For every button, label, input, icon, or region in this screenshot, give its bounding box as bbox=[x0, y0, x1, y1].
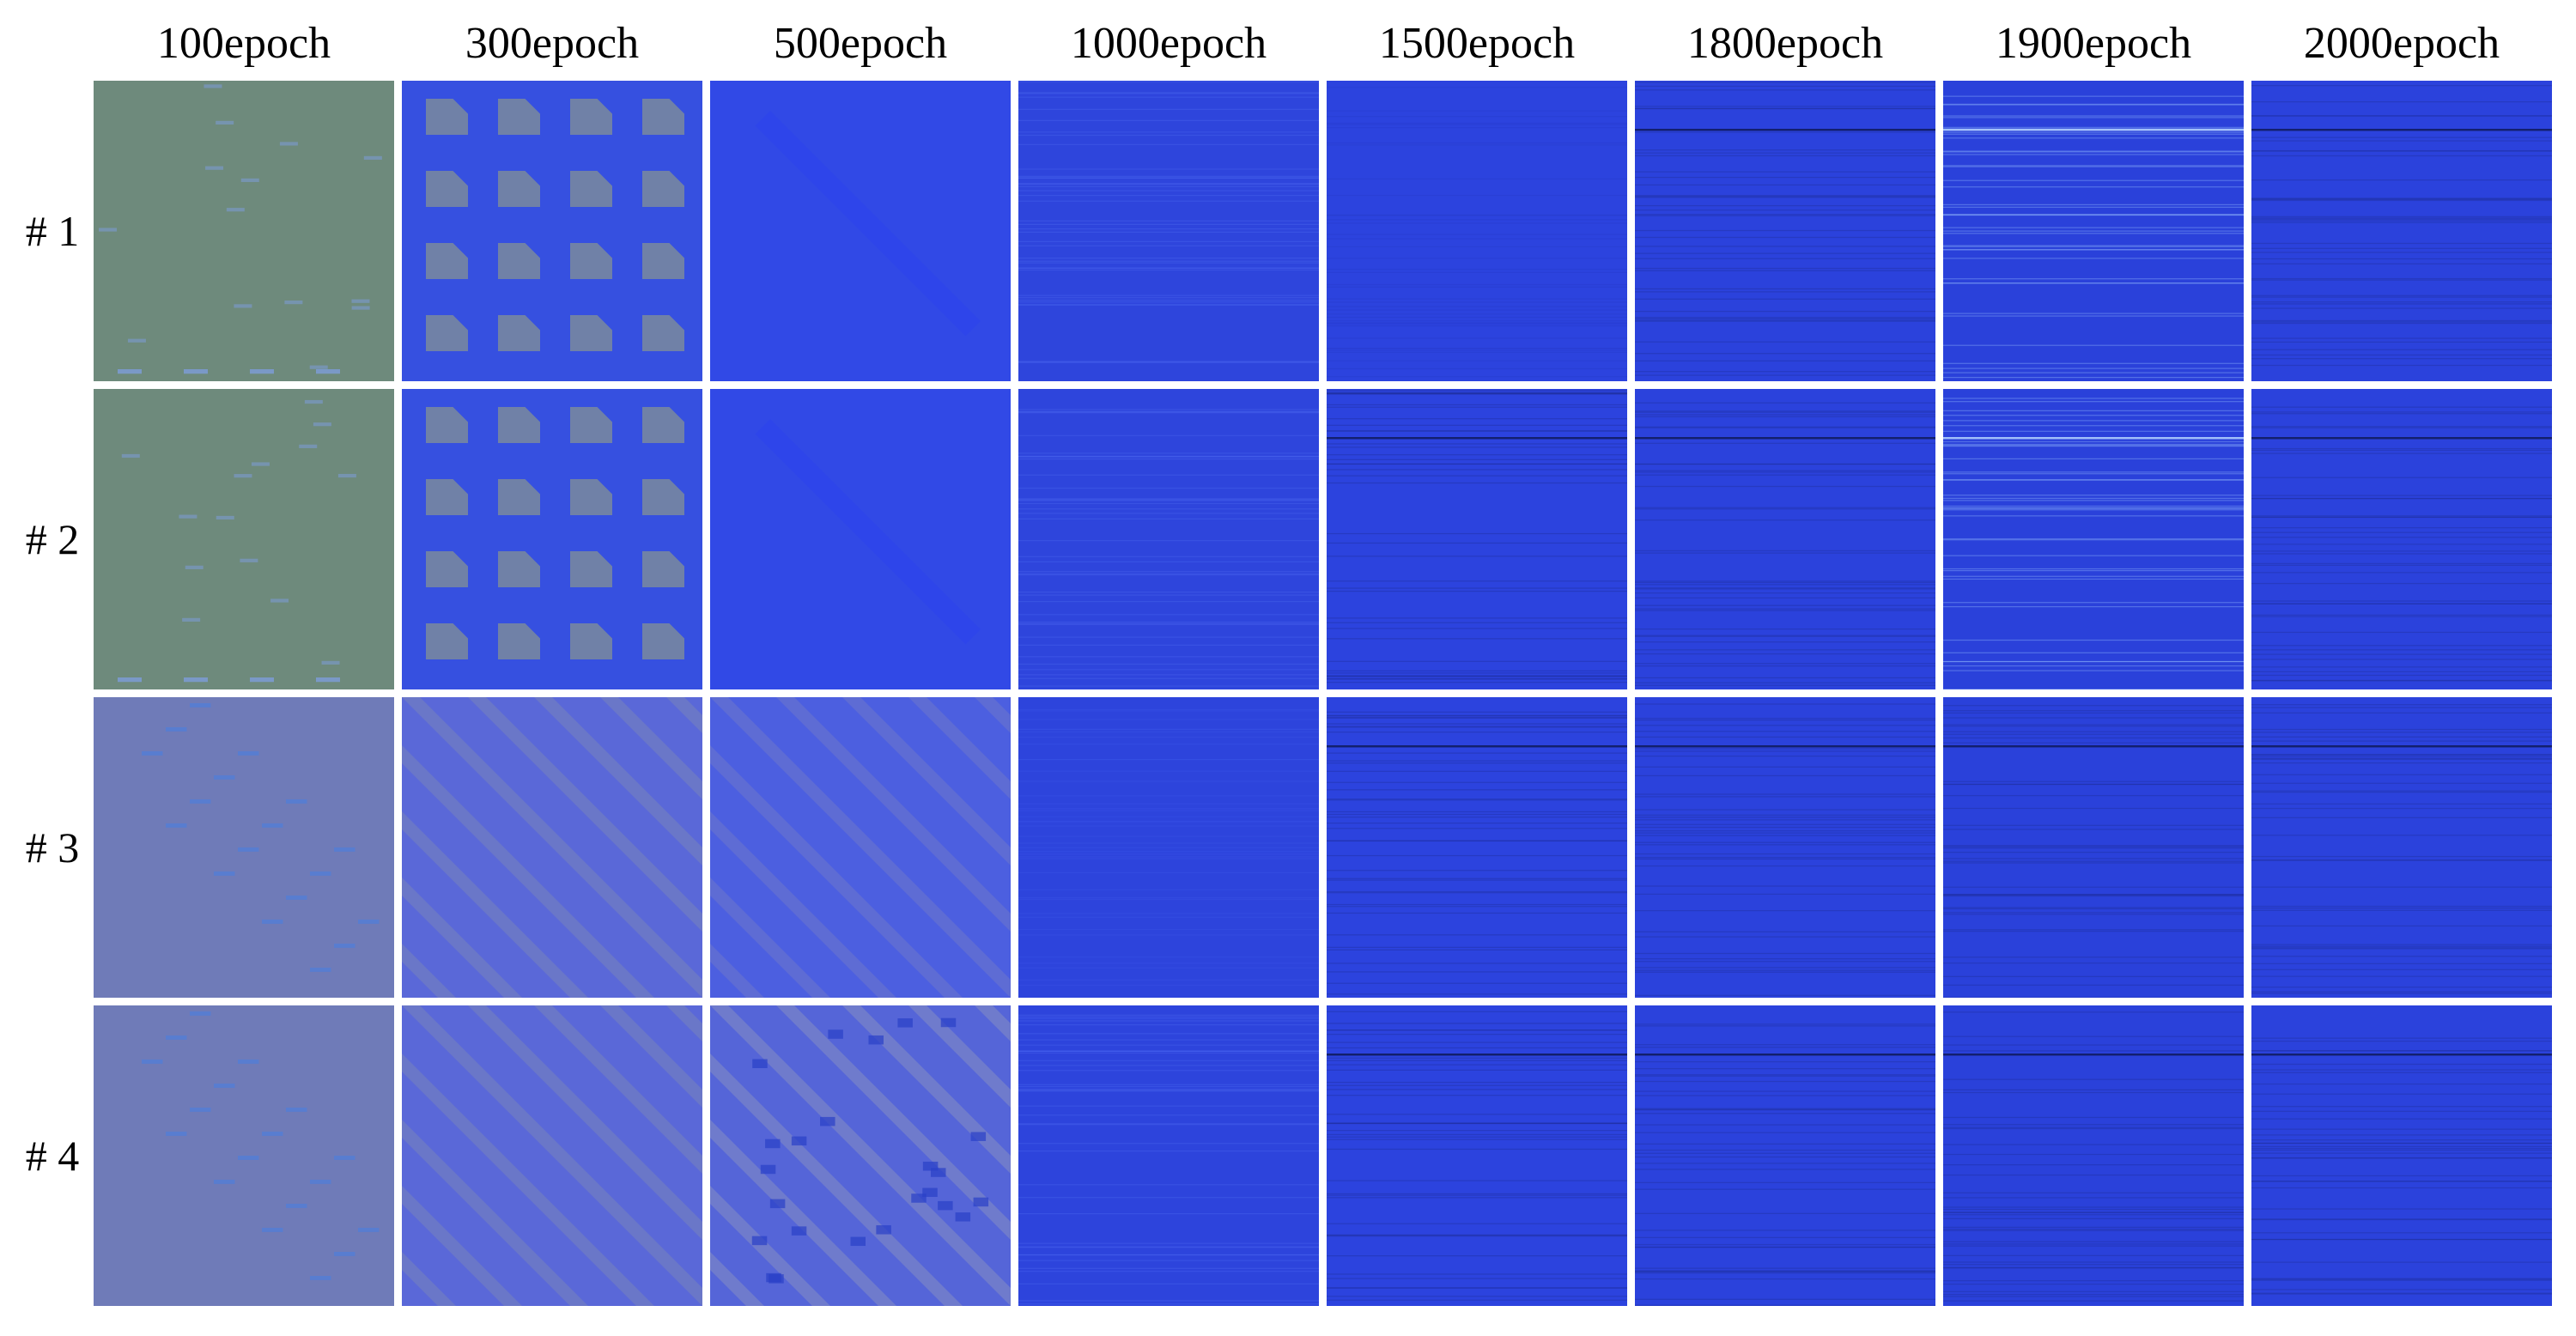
column-header: 1800epoch bbox=[1686, 18, 1884, 68]
feature-map-tile bbox=[1943, 389, 2244, 689]
feature-map-tile bbox=[402, 1005, 702, 1306]
feature-map-image bbox=[1327, 389, 1627, 689]
feature-map-tile bbox=[1018, 81, 1319, 381]
feature-map-image bbox=[2251, 697, 2552, 998]
feature-map-tile bbox=[1327, 697, 1627, 998]
feature-map-tile bbox=[1635, 389, 1935, 689]
feature-map-image bbox=[402, 81, 702, 381]
feature-map-image bbox=[402, 1005, 702, 1306]
feature-map-image bbox=[94, 1005, 394, 1306]
feature-map-image bbox=[1943, 389, 2244, 689]
feature-map-tile bbox=[94, 697, 394, 998]
feature-map-tile bbox=[2251, 81, 2552, 381]
feature-map-image bbox=[710, 389, 1011, 689]
feature-map-image bbox=[1327, 697, 1627, 998]
feature-map-tile bbox=[1327, 389, 1627, 689]
column-header: 1900epoch bbox=[1995, 18, 2192, 68]
feature-map-tile bbox=[94, 1005, 394, 1306]
feature-map-tile bbox=[1635, 1005, 1935, 1306]
feature-map-tile bbox=[1327, 1005, 1627, 1306]
feature-map-image bbox=[94, 389, 394, 689]
feature-map-tile bbox=[94, 81, 394, 381]
feature-map-image bbox=[1018, 1005, 1319, 1306]
feature-map-tile bbox=[2251, 697, 2552, 998]
column-header: 500epoch bbox=[773, 18, 948, 68]
feature-map-tile bbox=[2251, 389, 2552, 689]
feature-map-tile bbox=[1943, 697, 2244, 998]
feature-map-image bbox=[1327, 1005, 1627, 1306]
feature-map-image bbox=[1018, 81, 1319, 381]
column-header: 100epoch bbox=[156, 18, 331, 68]
feature-map-image bbox=[710, 1005, 1011, 1306]
feature-map-image bbox=[1635, 1005, 1935, 1306]
row-label: # 3 bbox=[25, 823, 80, 871]
feature-map-image bbox=[1943, 697, 2244, 998]
feature-map-image bbox=[402, 389, 702, 689]
feature-map-tile bbox=[1018, 389, 1319, 689]
feature-map-image bbox=[710, 81, 1011, 381]
feature-map-tile bbox=[1327, 81, 1627, 381]
feature-map-image bbox=[1018, 389, 1319, 689]
column-header: 1500epoch bbox=[1378, 18, 1576, 68]
feature-map-tile bbox=[1018, 697, 1319, 998]
feature-map-tile bbox=[710, 1005, 1011, 1306]
feature-map-image bbox=[1018, 697, 1319, 998]
row-label: # 2 bbox=[25, 515, 80, 563]
feature-map-tile bbox=[710, 81, 1011, 381]
feature-map-tile bbox=[402, 697, 702, 998]
feature-map-image bbox=[2251, 389, 2552, 689]
feature-map-tile bbox=[1943, 1005, 2244, 1306]
feature-map-tile bbox=[710, 389, 1011, 689]
feature-map-tile bbox=[1018, 1005, 1319, 1306]
feature-map-tile bbox=[1635, 697, 1935, 998]
feature-map-tile bbox=[2251, 1005, 2552, 1306]
row-label: # 1 bbox=[25, 207, 80, 255]
feature-map-tile bbox=[1943, 81, 2244, 381]
feature-map-tile bbox=[402, 81, 702, 381]
feature-map-image bbox=[1635, 389, 1935, 689]
feature-map-image bbox=[710, 697, 1011, 998]
column-header: 300epoch bbox=[465, 18, 640, 68]
feature-map-tile bbox=[710, 697, 1011, 998]
column-header: 1000epoch bbox=[1070, 18, 1267, 68]
feature-map-tile bbox=[94, 389, 394, 689]
feature-map-image bbox=[1327, 81, 1627, 381]
column-header: 2000epoch bbox=[2303, 18, 2500, 68]
feature-map-tile bbox=[402, 389, 702, 689]
feature-map-image bbox=[1635, 697, 1935, 998]
feature-map-image bbox=[402, 697, 702, 998]
feature-map-tile bbox=[1635, 81, 1935, 381]
feature-map-image bbox=[2251, 1005, 2552, 1306]
feature-map-image bbox=[1943, 1005, 2244, 1306]
feature-map-image bbox=[1943, 81, 2244, 381]
feature-map-image bbox=[1635, 81, 1935, 381]
feature-map-image bbox=[94, 81, 394, 381]
feature-map-image bbox=[94, 697, 394, 998]
feature-map-image bbox=[2251, 81, 2552, 381]
row-label: # 4 bbox=[25, 1132, 80, 1180]
